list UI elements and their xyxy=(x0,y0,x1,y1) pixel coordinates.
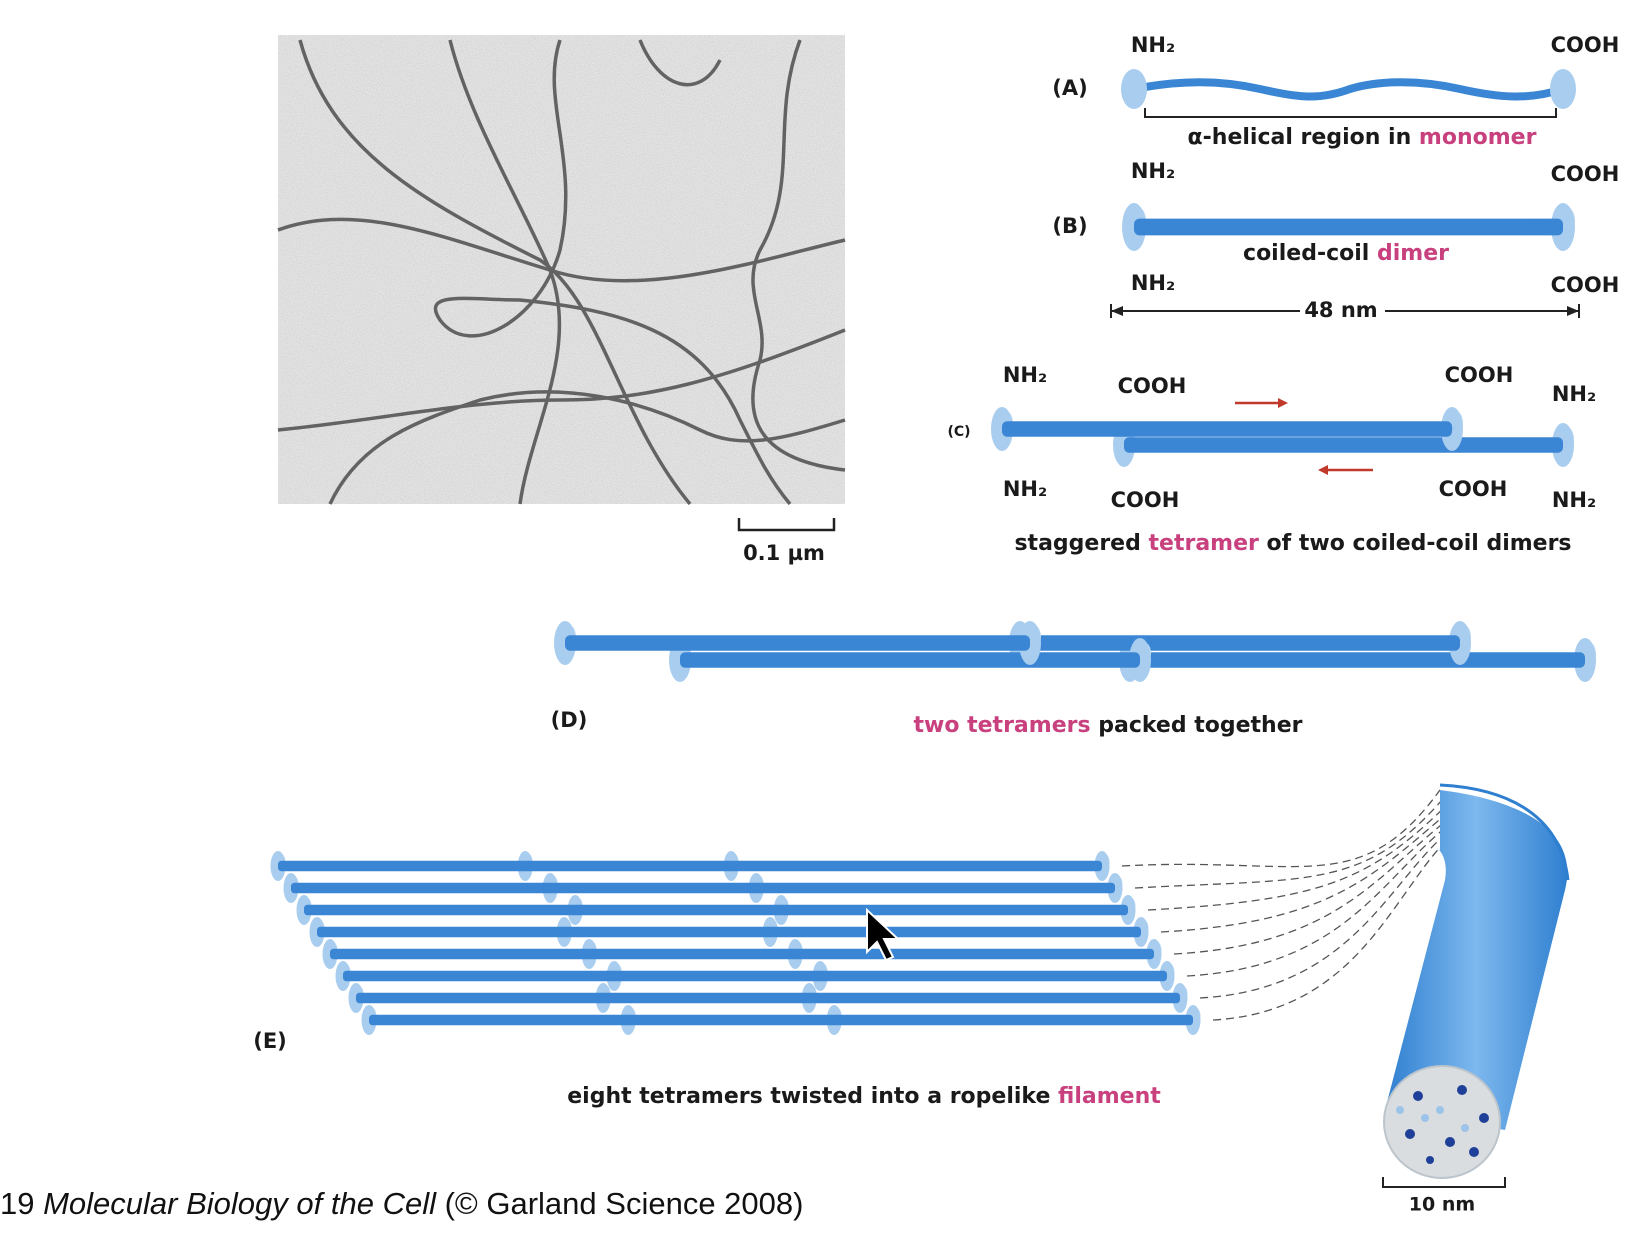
panel-b: (B) NH₂ COOH NH₂ COOH coiled-coil dimer … xyxy=(1052,159,1619,322)
panel-label: (A) xyxy=(1052,76,1087,100)
dashed-line xyxy=(1121,789,1441,868)
rod xyxy=(291,882,1115,894)
rod xyxy=(343,970,1167,982)
rod xyxy=(317,926,1141,938)
cursor xyxy=(866,907,901,962)
end-label: COOH xyxy=(1445,363,1514,387)
end-label: NH₂ xyxy=(1131,33,1175,57)
panel-d: (D) two tetramers packed together xyxy=(551,621,1596,738)
caption: α-helical region in monomer xyxy=(1188,125,1537,150)
caption: staggered tetramer of two coiled-coil di… xyxy=(1014,531,1571,556)
caption: eight tetramers twisted into a ropelike … xyxy=(567,1084,1161,1109)
scale-bar-label: 10 nm xyxy=(1409,1194,1475,1216)
end-label: NH₂ xyxy=(1552,382,1596,406)
rod xyxy=(1134,218,1563,236)
scale-bar-label: 0.1 µm xyxy=(743,541,825,565)
end-label: NH₂ xyxy=(1131,271,1175,295)
panel-e: (E) 10 nm eight tetramers twisted into a… xyxy=(253,783,1570,1216)
panel-a: (A) NH₂ COOH α-helical region in monomer xyxy=(1052,33,1619,150)
rod xyxy=(1124,437,1563,453)
end-label: COOH xyxy=(1551,273,1620,297)
end-label: COOH xyxy=(1551,162,1620,186)
panel-label: (E) xyxy=(253,1029,287,1053)
dashed-line xyxy=(1160,798,1465,933)
end-label: NH₂ xyxy=(1003,363,1047,387)
rod xyxy=(304,904,1128,916)
rod xyxy=(1002,421,1452,437)
dashed-line xyxy=(1134,792,1449,889)
panel-label: (B) xyxy=(1052,214,1087,238)
caption: two tetramers packed together xyxy=(914,713,1303,738)
rod xyxy=(1020,635,1460,651)
dashed-line xyxy=(1173,801,1473,955)
end-label: COOH xyxy=(1551,33,1620,57)
rod xyxy=(680,652,1140,668)
rod xyxy=(369,1014,1193,1026)
rod xyxy=(278,860,1102,872)
caption: coiled-coil dimer xyxy=(1243,241,1449,266)
rod xyxy=(1130,652,1585,668)
end-label: NH₂ xyxy=(1552,488,1596,512)
length-label: 48 nm xyxy=(1304,298,1377,322)
end-label: NH₂ xyxy=(1131,159,1175,183)
end-label: COOH xyxy=(1439,477,1508,501)
end-label: NH₂ xyxy=(1003,477,1047,501)
end-label: COOH xyxy=(1111,488,1180,512)
panel-c: (C) NH₂ COOH COOH NH₂ NH₂ COOH COOH NH₂ … xyxy=(947,363,1596,556)
rod xyxy=(565,635,1030,651)
dashed-line xyxy=(1186,804,1481,977)
rod xyxy=(356,992,1180,1004)
footer: 19 Molecular Biology of the Cell (© Garl… xyxy=(0,1186,803,1221)
rod xyxy=(330,948,1154,960)
panel-label: (C) xyxy=(947,424,970,440)
panel-label: (D) xyxy=(551,708,588,732)
end-label: COOH xyxy=(1118,374,1187,398)
micrograph: 0.1 µm xyxy=(277,35,846,565)
